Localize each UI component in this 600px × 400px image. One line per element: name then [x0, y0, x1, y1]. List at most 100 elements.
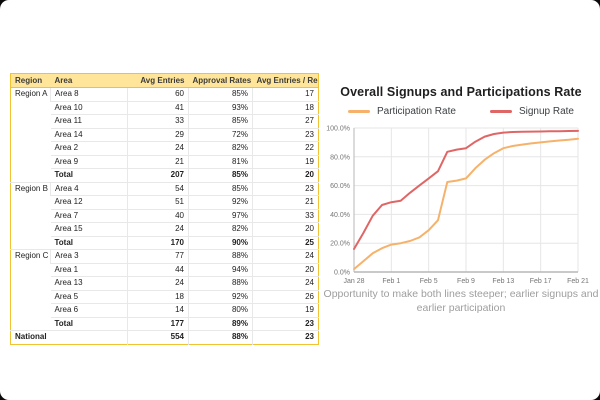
cell-entries-per-rep: 23 [252, 127, 319, 142]
cell-avg-entries: 24 [127, 276, 189, 290]
cell-avg-entries: 51 [127, 195, 189, 209]
cell-entries-per-rep: 18 [252, 100, 319, 115]
table-row: Area 11 33 85% 27 [11, 114, 319, 128]
column-header-approval-rates: Approval Rates [188, 73, 253, 88]
table-body: Region A Area 8 60 85% 17 Area 10 41 93% 18 Area … [10, 87, 319, 344]
cell-entries-per-rep: 20 [252, 168, 319, 182]
table-row: Area 7 40 97% 33 [11, 208, 319, 223]
cell-avg-entries: 24 [127, 222, 189, 236]
line-chart: 0.0% 20.0% 40.0% 60.0% 80.0% 100.0% Jan 28 Feb … [326, 126, 589, 286]
chart-title: Overall Signups and Participations Rate [340, 85, 582, 99]
y-tick-label: 60.0% [330, 183, 350, 190]
cell-entries-per-rep: 24 [252, 249, 319, 263]
cell-approval-rate: 94% [188, 262, 253, 277]
chart-caption: Opportunity to make both lines steeper; … [323, 288, 599, 314]
cell-approval-rate: 85% [188, 181, 253, 196]
x-tick-label: Feb 1 [382, 278, 400, 285]
cell-approval-rate: 82% [188, 222, 253, 236]
cell-entries-per-rep: 23 [252, 181, 319, 196]
cell-avg-entries: 18 [127, 289, 189, 304]
cell-total-label: Total [50, 316, 128, 331]
cell-approval-rate: 93% [188, 100, 253, 115]
cell-national-label: National [10, 330, 128, 344]
x-tick-label: Feb 13 [492, 278, 514, 285]
table-row: Area 2 24 82% 22 [11, 141, 319, 155]
table-total-row: Total 207 85% 20 [11, 168, 319, 182]
cell-area: Area 12 [50, 195, 128, 209]
cell-area: Area 10 [50, 100, 128, 115]
cell-region: Region C [10, 249, 51, 331]
cell-approval-rate: 80% [188, 303, 253, 317]
regional-metrics-table: Region Area Avg Entries Approval Rates Avg E… [10, 73, 319, 345]
chart-legend: Participation Rate Signup Rate [322, 106, 600, 117]
cell-area: Area 4 [50, 181, 128, 196]
cell-region: Region B [10, 181, 51, 250]
cell-entries-per-rep: 23 [252, 316, 319, 331]
cell-approval-rate: 85% [188, 168, 253, 182]
table-header-row: Region Area Avg Entries Approval Rates Avg E… [10, 73, 319, 88]
x-tick-label: Jan 28 [343, 278, 364, 285]
cell-approval-rate: 92% [188, 289, 253, 304]
table-row: Area 1 44 94% 20 [11, 262, 319, 277]
cell-avg-entries: 207 [127, 168, 189, 182]
cell-entries-per-rep: 27 [252, 114, 319, 128]
table-row: Area 6 14 80% 19 [11, 303, 319, 317]
cell-approval-rate: 82% [188, 141, 253, 155]
cell-area: Area 15 [50, 222, 128, 236]
cell-approval-rate: 90% [188, 235, 253, 250]
cell-approval-rate: 97% [188, 208, 253, 223]
cell-entries-per-rep: 20 [252, 222, 319, 236]
table-total-row: Total 170 90% 25 [11, 235, 319, 250]
table-total-row: Total 177 89% 23 [11, 316, 319, 331]
cell-approval-rate: 88% [188, 330, 253, 344]
y-tick-label: 80.0% [330, 154, 350, 161]
column-header-area: Area [50, 73, 128, 88]
table-row: Area 13 24 88% 24 [11, 276, 319, 290]
cell-avg-entries: 24 [127, 141, 189, 155]
cell-avg-entries: 44 [127, 262, 189, 277]
y-tick-label: 40.0% [330, 212, 350, 219]
cell-entries-per-rep: 22 [252, 141, 319, 155]
cell-region: Region A [10, 87, 51, 182]
column-header-avg-entries-rep: Avg Entries / Rep [252, 73, 319, 88]
cell-entries-per-rep: 24 [252, 276, 319, 290]
legend-line-swatch [348, 110, 370, 113]
cell-avg-entries: 170 [127, 235, 189, 250]
x-tick-label: Feb 9 [457, 278, 475, 285]
table-row: Area 5 18 92% 26 [11, 289, 319, 304]
cell-area: Area 7 [50, 208, 128, 223]
cell-avg-entries: 177 [127, 316, 189, 331]
cell-avg-entries: 21 [127, 154, 189, 169]
cell-area: Area 1 [50, 262, 128, 277]
y-tick-label: 20.0% [330, 241, 350, 248]
regional-metrics-table-wrap: Region Area Avg Entries Approval Rates Avg E… [10, 73, 319, 345]
cell-approval-rate: 81% [188, 154, 253, 169]
cell-avg-entries: 14 [127, 303, 189, 317]
cell-approval-rate: 85% [188, 87, 253, 101]
cell-total-label: Total [50, 168, 128, 182]
cell-approval-rate: 88% [188, 276, 253, 290]
cell-area: Area 13 [50, 276, 128, 290]
y-tick-label: 100.0% [326, 126, 350, 133]
cell-area: Area 6 [50, 303, 128, 317]
cell-area: Area 8 [50, 87, 128, 101]
cell-entries-per-rep: 21 [252, 195, 319, 209]
table-row: Area 14 29 72% 23 [11, 127, 319, 142]
cell-avg-entries: 554 [127, 330, 189, 344]
table-row: Area 10 41 93% 18 [11, 100, 319, 115]
cell-avg-entries: 54 [127, 181, 189, 196]
series-line-signup-rate [353, 129, 579, 250]
table-row: Area 15 24 82% 20 [11, 222, 319, 236]
cell-entries-per-rep: 23 [252, 330, 319, 344]
table-row: Region C Area 3 77 88% 24 [10, 249, 319, 331]
x-tick-label: Feb 5 [420, 278, 438, 285]
legend-line-swatch [489, 110, 512, 113]
cell-entries-per-rep: 33 [252, 208, 319, 223]
cell-area: Area 3 [50, 249, 128, 263]
cell-area: Area 11 [50, 114, 128, 128]
legend-label: Signup Rate [518, 106, 574, 117]
cell-avg-entries: 41 [127, 100, 189, 115]
cell-area: Area 5 [50, 289, 128, 304]
column-header-avg-entries: Avg Entries [127, 73, 189, 88]
